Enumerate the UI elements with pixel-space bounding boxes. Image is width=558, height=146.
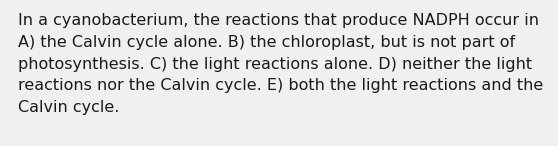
Text: Calvin cycle.: Calvin cycle. <box>18 100 119 115</box>
Text: photosynthesis. C) the light reactions alone. D) neither the light: photosynthesis. C) the light reactions a… <box>18 57 532 72</box>
Text: A) the Calvin cycle alone. B) the chloroplast, but is not part of: A) the Calvin cycle alone. B) the chloro… <box>18 35 515 50</box>
Text: reactions nor the Calvin cycle. E) both the light reactions and the: reactions nor the Calvin cycle. E) both … <box>18 78 543 93</box>
Text: In a cyanobacterium, the reactions that produce NADPH occur in: In a cyanobacterium, the reactions that … <box>18 13 539 28</box>
